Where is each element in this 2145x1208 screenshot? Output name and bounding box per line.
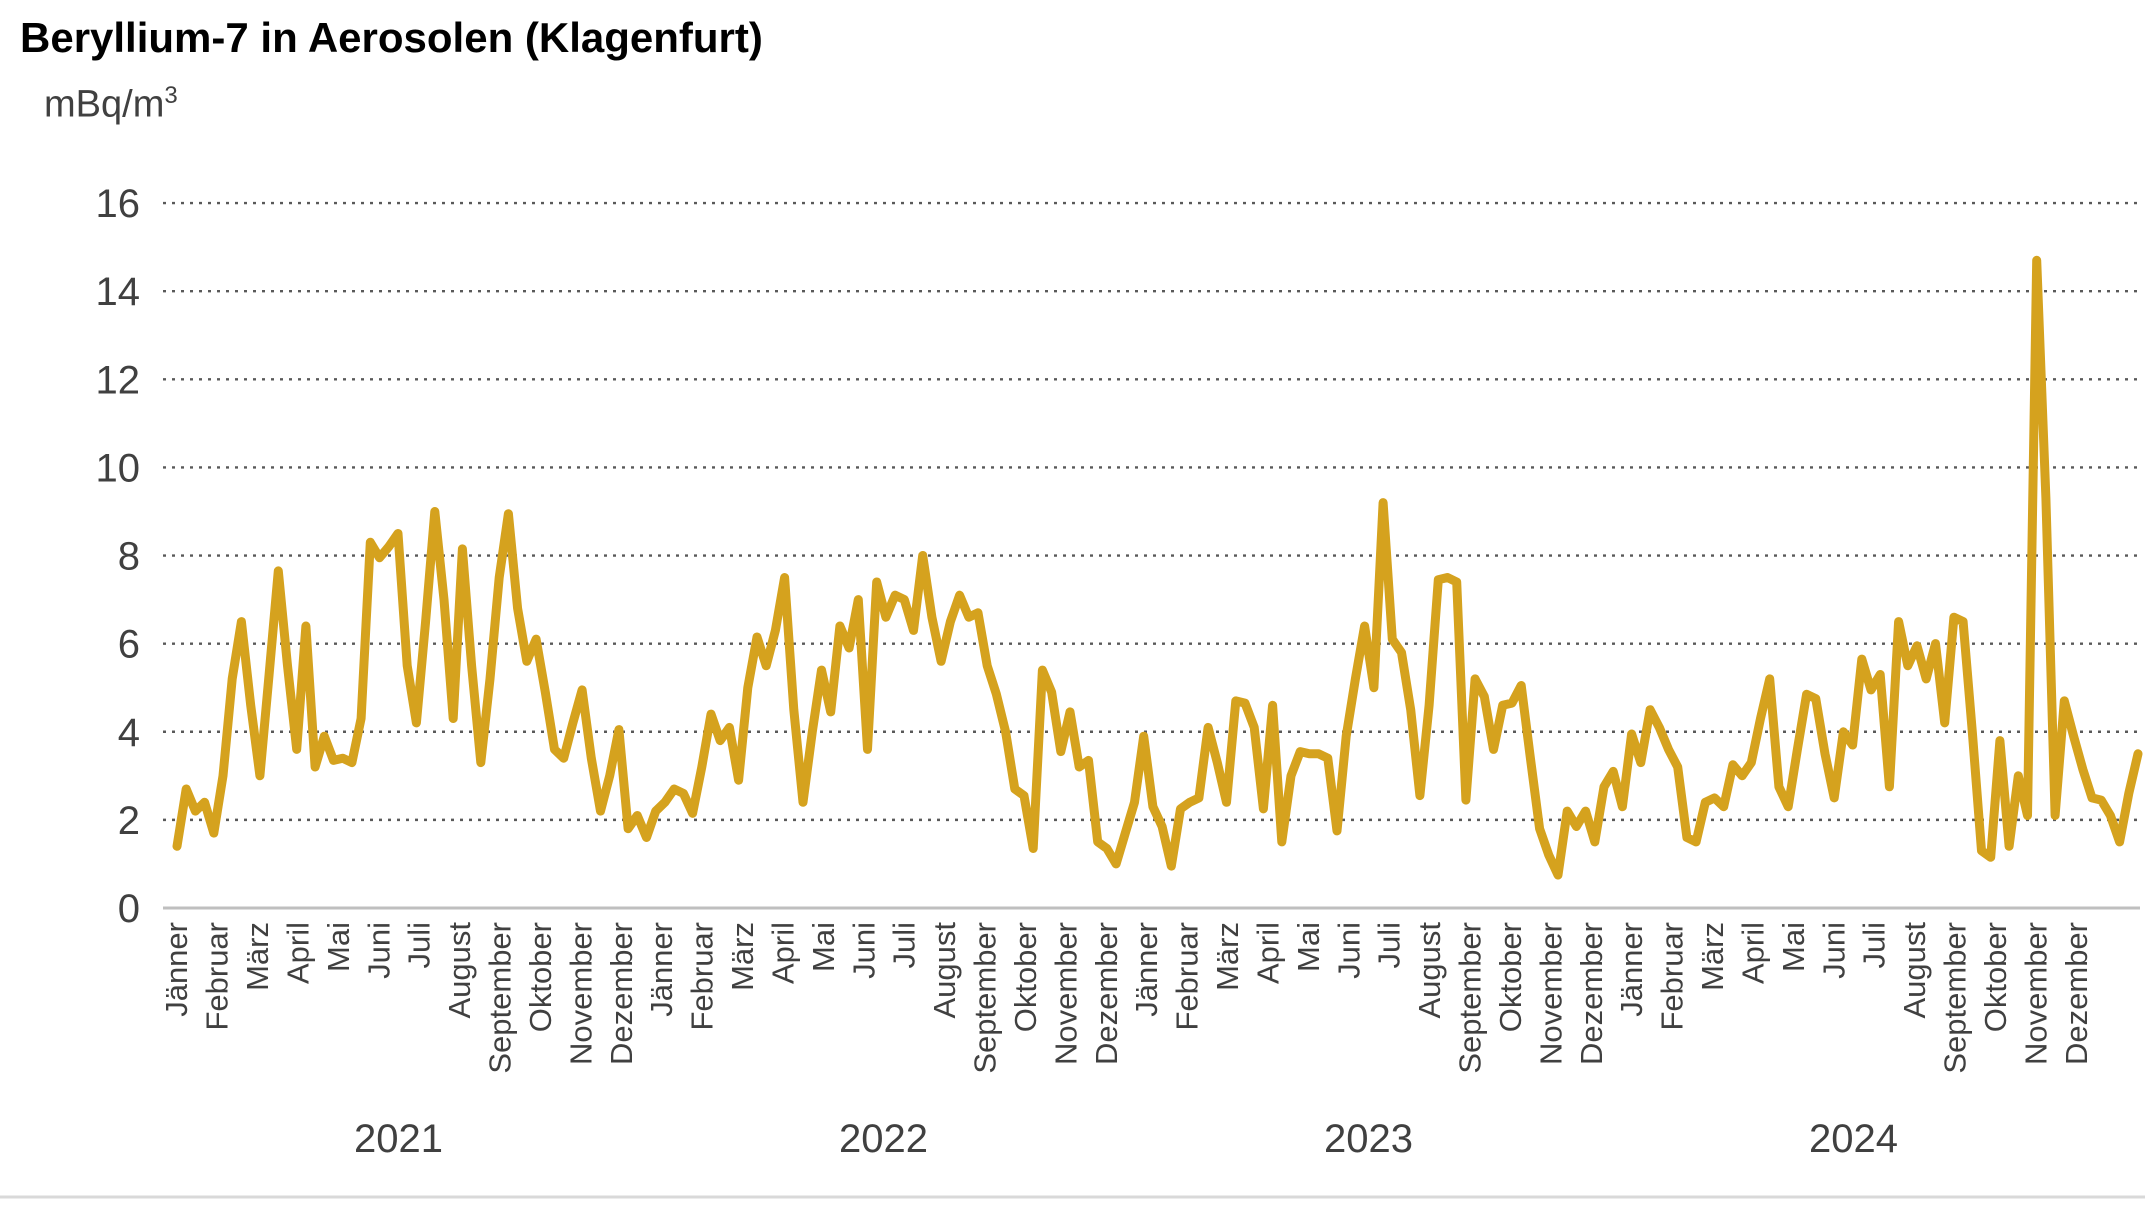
x-axis-labels: Jänner Februar März April Mai Juni Juli August S… — [159, 922, 2094, 1161]
y-tick-label-4: 4 — [118, 711, 140, 755]
month-label-2023-Mai: Mai — [1291, 922, 1326, 972]
month-label-2021-Februar: Februar — [200, 922, 235, 1031]
y-tick-label-12: 12 — [96, 358, 141, 402]
month-label-2023-Jänner: Jänner — [1129, 922, 1164, 1017]
month-label-2021-Mai: Mai — [321, 922, 356, 972]
chart-title: Beryllium-7 in Aerosolen (Klagenfurt) — [20, 14, 763, 61]
month-label-2023-März: März — [1210, 922, 1245, 991]
month-label-2024-September: September — [1938, 922, 1973, 1074]
month-label-2021-März: März — [240, 922, 275, 991]
month-label-2022-Jänner: Jänner — [644, 922, 679, 1017]
month-label-2023-August: August — [1412, 922, 1447, 1019]
y-axis-unit-exponent: 3 — [164, 82, 178, 109]
month-label-2024-März: März — [1695, 922, 1730, 991]
y-tick-label-8: 8 — [118, 535, 140, 579]
month-label-2024-August: August — [1897, 922, 1932, 1019]
month-label-2022-November: November — [1048, 922, 1083, 1065]
month-label-2021-September: September — [483, 922, 518, 1074]
year-label-2023: 2023 — [1324, 1117, 1413, 1161]
month-label-2024-Jänner: Jänner — [1614, 922, 1649, 1017]
month-label-2021-Juni: Juni — [361, 922, 396, 979]
year-label-2021: 2021 — [354, 1117, 443, 1161]
month-label-2023-November: November — [1533, 922, 1568, 1065]
y-axis-tick-labels: 0 2 4 6 8 10 12 14 16 — [96, 182, 141, 931]
month-label-2023-April: April — [1250, 922, 1285, 984]
month-label-2023-Juni: Juni — [1331, 922, 1366, 979]
month-label-2022-August: August — [927, 922, 962, 1019]
month-label-2022-März: März — [725, 922, 760, 991]
month-label-2021-April: April — [280, 922, 315, 984]
month-label-2021-August: August — [442, 922, 477, 1019]
month-label-2023-Dezember: Dezember — [1574, 922, 1609, 1065]
month-label-2022-Juli: Juli — [887, 922, 922, 969]
y-tick-label-6: 6 — [118, 623, 140, 667]
month-label-2024-Mai: Mai — [1776, 922, 1811, 972]
y-axis-unit-base: mBq/m — [44, 83, 165, 126]
month-label-2021-November: November — [563, 922, 598, 1065]
month-label-2022-Mai: Mai — [806, 922, 841, 972]
y-tick-label-14: 14 — [96, 270, 141, 314]
month-label-2023-Oktober: Oktober — [1493, 922, 1528, 1032]
month-label-2024-November: November — [2018, 922, 2053, 1065]
month-label-2024-Juni: Juni — [1816, 922, 1851, 979]
y-axis-unit-label: mBq/m3 — [44, 82, 178, 127]
month-label-2024-Dezember: Dezember — [2059, 922, 2094, 1065]
y-tick-label-16: 16 — [96, 182, 141, 226]
month-label-2023-Februar: Februar — [1170, 922, 1205, 1031]
month-label-2021-Dezember: Dezember — [604, 922, 639, 1065]
beryllium7-series-line — [172, 255, 2143, 880]
month-label-2022-April: April — [765, 922, 800, 984]
year-label-2024: 2024 — [1809, 1117, 1898, 1161]
year-label-2022: 2022 — [839, 1117, 928, 1161]
month-label-2023-September: September — [1453, 922, 1488, 1074]
month-label-2023-Juli: Juli — [1372, 922, 1407, 969]
y-tick-label-2: 2 — [118, 799, 140, 843]
month-label-2024-Oktober: Oktober — [1978, 922, 2013, 1032]
gridlines — [163, 201, 2140, 822]
month-label-2022-Februar: Februar — [685, 922, 720, 1031]
month-label-2024-Juli: Juli — [1857, 922, 1892, 969]
y-tick-label-0: 0 — [118, 887, 140, 931]
month-label-2021-Oktober: Oktober — [523, 922, 558, 1032]
month-label-2022-Oktober: Oktober — [1008, 922, 1043, 1032]
month-label-2024-April: April — [1735, 922, 1770, 984]
month-label-2021-Jänner: Jänner — [159, 922, 194, 1017]
month-label-2022-September: September — [968, 922, 1003, 1074]
month-label-2022-Juni: Juni — [846, 922, 881, 979]
y-tick-label-10: 10 — [96, 446, 141, 490]
month-label-2022-Dezember: Dezember — [1089, 922, 1124, 1065]
month-label-2024-Februar: Februar — [1655, 922, 1690, 1031]
month-label-2021-Juli: Juli — [402, 922, 437, 969]
